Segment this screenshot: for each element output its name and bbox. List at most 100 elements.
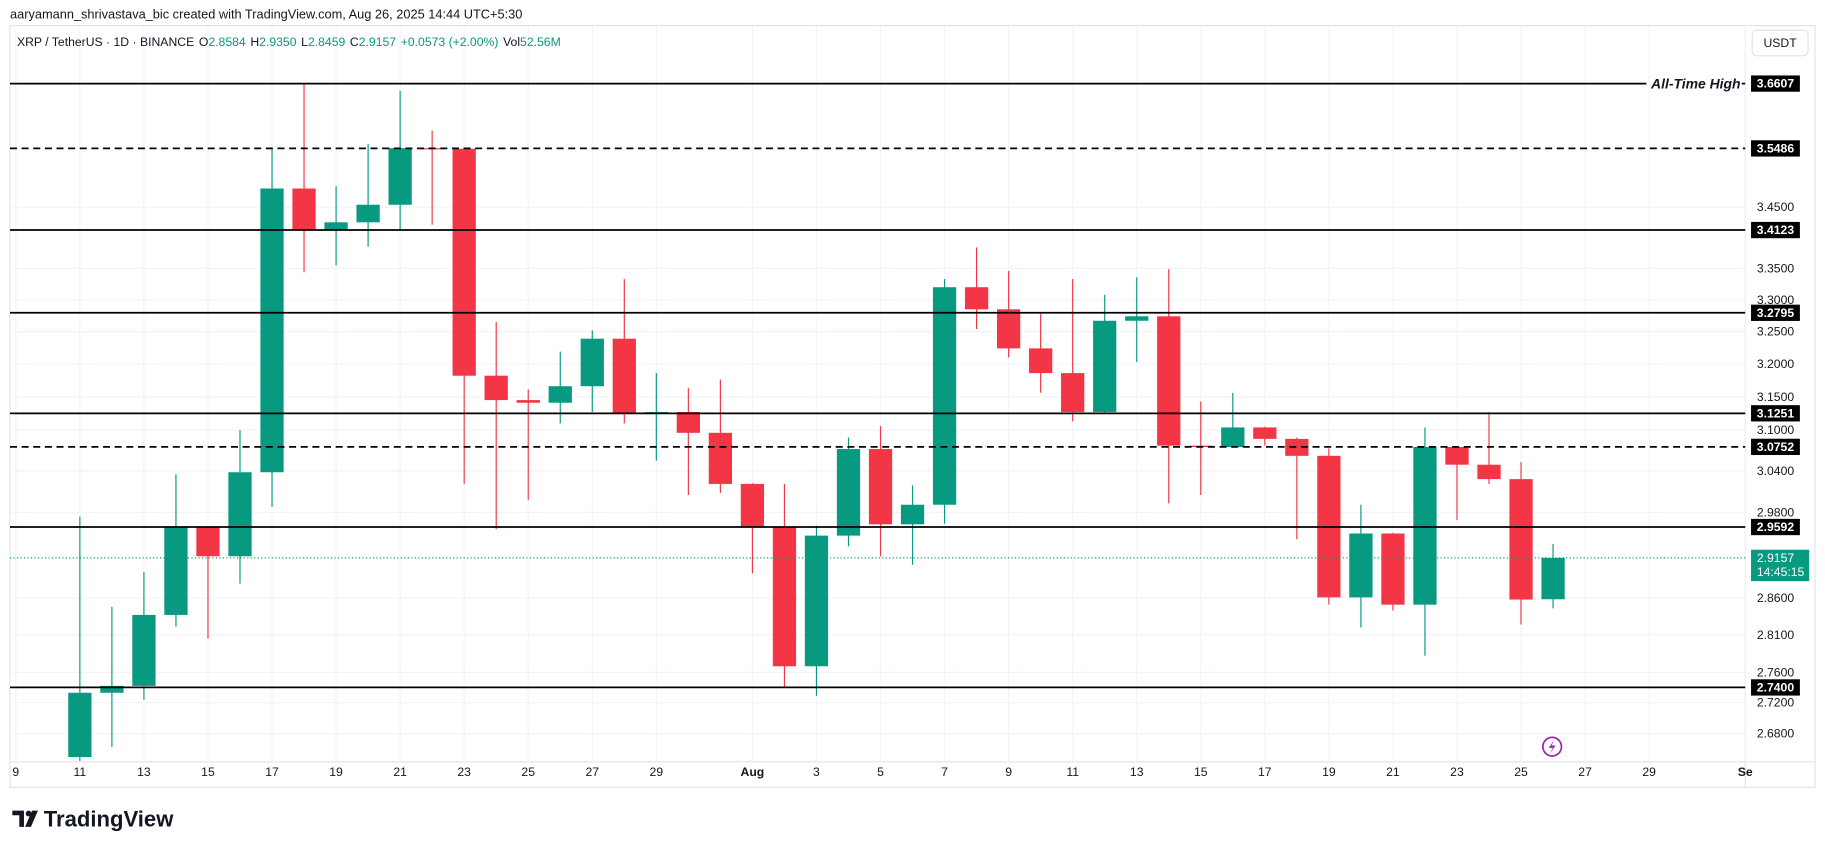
level-label-box bbox=[1751, 75, 1800, 92]
candle bbox=[100, 606, 124, 747]
candle-body bbox=[900, 504, 925, 525]
pane-frame bbox=[9, 25, 1816, 788]
x-tick-label: 3 bbox=[813, 765, 820, 779]
currency-label[interactable]: USDT bbox=[1763, 36, 1797, 50]
candle-body bbox=[1541, 557, 1565, 600]
candle-body bbox=[1445, 447, 1469, 465]
candle-body bbox=[868, 449, 893, 525]
candle-body bbox=[1157, 316, 1181, 446]
candle bbox=[324, 186, 348, 266]
x-tick-label: 29 bbox=[1642, 765, 1656, 779]
candle bbox=[196, 526, 220, 639]
ohlc-value: 2.8584 bbox=[208, 35, 246, 49]
y-tick-label: 2.6800 bbox=[1757, 727, 1795, 741]
candle-body bbox=[1285, 438, 1309, 456]
x-tick-label: 27 bbox=[585, 765, 599, 779]
ohlc-key: O bbox=[199, 35, 209, 49]
candle bbox=[868, 426, 893, 557]
x-tick-label: 25 bbox=[1514, 765, 1528, 779]
candle-body bbox=[1093, 320, 1117, 413]
candle bbox=[1541, 544, 1565, 609]
alert-circle[interactable] bbox=[1541, 736, 1563, 757]
candle bbox=[1477, 412, 1501, 484]
candle bbox=[548, 351, 572, 424]
logo bbox=[12, 810, 38, 827]
candle bbox=[1029, 313, 1053, 393]
candle bbox=[740, 483, 765, 574]
y-tick-label: 3.2500 bbox=[1757, 325, 1795, 339]
candle bbox=[1509, 461, 1533, 625]
candle-body bbox=[356, 204, 380, 223]
x-tick-label: 17 bbox=[265, 765, 279, 779]
volume-value: 52.56M bbox=[520, 35, 561, 49]
level-label: 2.9592 bbox=[1757, 520, 1795, 534]
candle-body bbox=[996, 309, 1021, 349]
candle-body bbox=[196, 527, 220, 557]
x-tick-label: 15 bbox=[1194, 765, 1208, 779]
candle bbox=[292, 83, 316, 273]
level-label-box bbox=[1751, 518, 1800, 536]
y-tick-label: 3.1000 bbox=[1757, 423, 1795, 437]
candle bbox=[1253, 426, 1277, 446]
level-label: 3.6607 bbox=[1757, 77, 1795, 91]
logo-mark bbox=[12, 810, 24, 827]
level-label: 3.2795 bbox=[1757, 306, 1795, 320]
x-tick-label: Aug bbox=[741, 765, 765, 779]
currency-button[interactable] bbox=[1751, 29, 1809, 57]
candle bbox=[1221, 392, 1245, 448]
candle bbox=[484, 322, 508, 530]
candle-body bbox=[1253, 427, 1277, 439]
candle bbox=[132, 572, 156, 700]
x-tick-label: 19 bbox=[1322, 765, 1336, 779]
level-label: 3.4123 bbox=[1757, 223, 1795, 237]
candle bbox=[580, 330, 604, 413]
candle-body bbox=[772, 527, 797, 667]
candle-body bbox=[452, 148, 476, 376]
candle bbox=[516, 389, 540, 500]
candle-body bbox=[228, 472, 252, 557]
y-tick-label: 3.2000 bbox=[1757, 357, 1795, 371]
candle-body bbox=[836, 449, 861, 536]
y-tick-label: 2.9800 bbox=[1757, 505, 1795, 519]
candle bbox=[676, 388, 700, 496]
candle bbox=[1413, 427, 1437, 656]
candle bbox=[164, 474, 188, 627]
candle-body bbox=[1221, 427, 1245, 448]
x-tick-label: 23 bbox=[1450, 765, 1464, 779]
level-label-box bbox=[1751, 140, 1800, 157]
x-tick-label: Se bbox=[1738, 765, 1753, 779]
x-tick-label: 13 bbox=[137, 765, 151, 779]
candle bbox=[772, 483, 797, 687]
logo-dot bbox=[25, 810, 32, 817]
candle-body bbox=[580, 338, 604, 387]
candle-body bbox=[964, 287, 989, 310]
current-price-label: 2.9157 bbox=[1757, 551, 1795, 565]
candle-body bbox=[260, 188, 284, 473]
level-label: 2.7400 bbox=[1757, 680, 1795, 694]
alert-icon[interactable] bbox=[1541, 736, 1563, 757]
ohlc-value: 2.9157 bbox=[359, 35, 397, 49]
candle bbox=[900, 485, 925, 565]
x-tick-label: 9 bbox=[1005, 765, 1012, 779]
candle bbox=[1445, 446, 1469, 521]
candle bbox=[1349, 504, 1373, 628]
candle bbox=[1125, 277, 1149, 362]
alert-bolt[interactable] bbox=[1548, 739, 1556, 754]
x-tick-label: 19 bbox=[329, 765, 343, 779]
candle-body bbox=[1061, 373, 1085, 413]
candle bbox=[964, 247, 989, 330]
x-tick-label: 7 bbox=[941, 765, 948, 779]
candle-body bbox=[324, 222, 348, 231]
y-tick-label: 2.7200 bbox=[1757, 696, 1795, 710]
candle bbox=[1093, 294, 1117, 413]
change-value: +0.0573 (+2.00%) bbox=[401, 35, 499, 49]
ohlc-value: 2.8459 bbox=[308, 35, 346, 49]
candle-body bbox=[1125, 316, 1149, 321]
y-tick-label: 3.3000 bbox=[1757, 293, 1795, 307]
symbol-label: XRP / TetherUS · 1D · BINANCE bbox=[17, 35, 194, 49]
logo-slash bbox=[25, 810, 38, 827]
candle bbox=[804, 525, 829, 696]
level-label: 3.5486 bbox=[1757, 141, 1795, 155]
